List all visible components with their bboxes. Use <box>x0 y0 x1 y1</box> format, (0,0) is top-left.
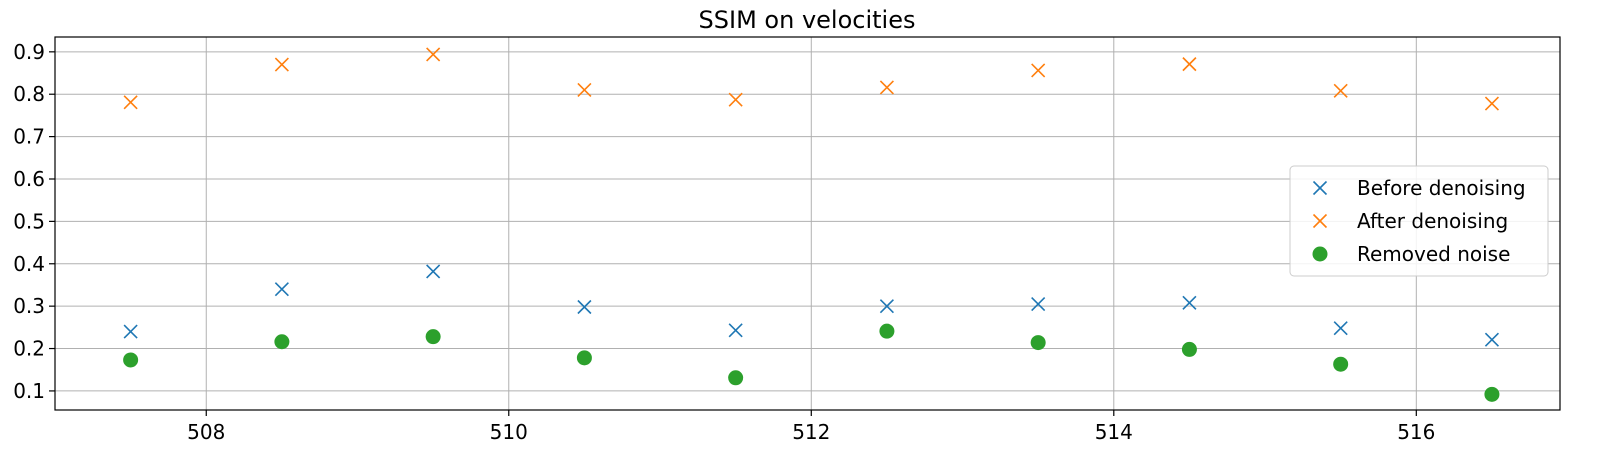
y-tick-label: 0.9 <box>13 40 45 64</box>
data-point <box>577 299 592 315</box>
plot-area-frame <box>54 36 1561 411</box>
data-point <box>879 323 895 339</box>
data-point <box>274 57 289 72</box>
x-tick-label: 510 <box>490 420 528 444</box>
legend-marker <box>1312 213 1328 229</box>
data-point <box>1181 341 1197 357</box>
data-marks <box>123 47 1500 402</box>
legend-marker <box>1312 180 1328 196</box>
data-point <box>728 370 744 386</box>
series-removed-noise <box>123 323 1500 402</box>
legend-label: After denoising <box>1357 209 1508 233</box>
x-tick-label: 516 <box>1397 420 1435 444</box>
data-point <box>1031 296 1046 312</box>
data-point <box>274 334 290 350</box>
x-tick-label: 514 <box>1095 420 1133 444</box>
data-point <box>879 299 894 314</box>
y-tick-label: 0.5 <box>13 209 45 233</box>
data-point <box>1031 63 1046 78</box>
y-tick-label: 0.8 <box>13 82 45 106</box>
y-tick-label: 0.1 <box>13 379 45 403</box>
x-tick-label: 512 <box>792 420 830 444</box>
data-point <box>1484 386 1500 402</box>
data-point <box>274 282 289 297</box>
series-after-denoising <box>123 47 1500 111</box>
data-point <box>728 323 743 338</box>
chart-title: SSIM on velocities <box>699 6 916 34</box>
data-point <box>1484 96 1500 111</box>
axis-ticks: 508 510 512 514 516 0.1 0.2 0.3 0.4 0.5 0.6 0.7 0.8 0… <box>13 40 1435 444</box>
data-point <box>1333 321 1348 336</box>
data-point <box>577 82 592 98</box>
data-point <box>425 329 441 345</box>
legend-box <box>1289 165 1549 277</box>
data-point <box>1030 335 1046 351</box>
data-point <box>728 92 743 107</box>
legend-marker <box>1312 246 1328 262</box>
data-point <box>576 350 592 366</box>
x-tick-label: 508 <box>187 420 225 444</box>
series-before-denoising <box>123 264 1500 347</box>
y-tick-label: 0.7 <box>13 125 45 149</box>
y-tick-label: 0.4 <box>13 252 45 276</box>
legend: Before denoising After denoising Removed n… <box>1289 165 1549 277</box>
data-point <box>426 264 441 279</box>
data-point <box>1333 356 1349 372</box>
y-tick-label: 0.2 <box>13 337 45 361</box>
legend-label: Removed noise <box>1357 242 1510 266</box>
data-point <box>123 95 138 110</box>
data-point <box>1484 332 1500 347</box>
data-point <box>879 80 894 95</box>
y-tick-label: 0.3 <box>13 294 45 318</box>
data-point <box>1333 83 1348 98</box>
data-point <box>1182 295 1197 310</box>
legend-label: Before denoising <box>1357 176 1526 200</box>
data-point <box>123 352 139 368</box>
data-point <box>1182 57 1197 72</box>
data-point <box>123 324 138 339</box>
y-tick-label: 0.6 <box>13 167 45 191</box>
data-point <box>426 47 441 62</box>
